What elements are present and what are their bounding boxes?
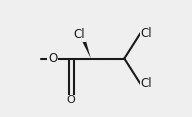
Text: Cl: Cl xyxy=(141,27,152,40)
Text: O: O xyxy=(48,52,57,65)
Text: Cl: Cl xyxy=(141,77,152,90)
Polygon shape xyxy=(76,27,91,58)
Text: O: O xyxy=(67,95,75,106)
Text: Cl: Cl xyxy=(73,28,85,41)
